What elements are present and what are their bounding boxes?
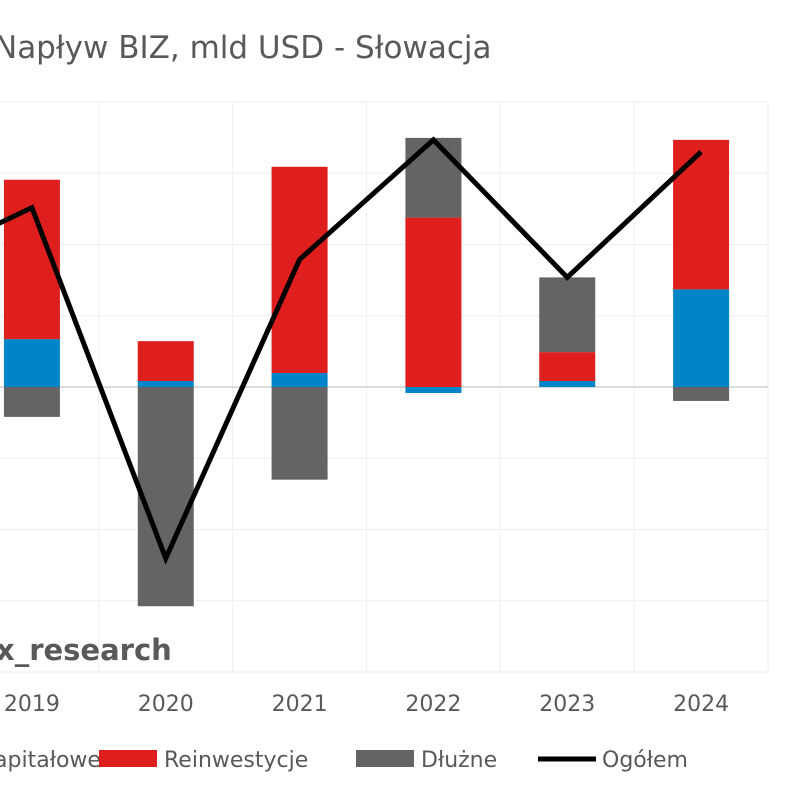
bar-reinwestycje-2024 xyxy=(673,139,730,290)
x-tick-2022: 2022 xyxy=(405,692,461,717)
bar-dłużne-2024 xyxy=(673,387,730,401)
chart-title: Napływ BIZ, mld USD - Słowacja xyxy=(0,30,492,66)
legend-swatch-reinwestycje xyxy=(99,750,157,767)
bar-group xyxy=(3,137,730,607)
x-tick-2020: 2020 xyxy=(138,692,194,717)
legend-label-kapitałowe: Kapitałowe xyxy=(0,748,101,773)
bar-dłużne-2019 xyxy=(3,387,60,417)
watermark: x_research xyxy=(0,633,172,667)
legend-label-dłużne: Dłużne xyxy=(421,748,497,773)
legend: Kapitałowe Reinwestycje Dłużne Ogółem xyxy=(0,748,688,773)
x-tick-2021: 2021 xyxy=(272,692,328,717)
bar-kapitałowe-2022 xyxy=(405,387,462,393)
bar-kapitałowe-2019 xyxy=(3,339,60,387)
x-tick-2019: 2019 xyxy=(4,692,60,717)
bar-dłużne-2021 xyxy=(271,387,328,480)
legend-label-reinwestycje: Reinwestycje xyxy=(164,748,308,773)
x-tick-2024: 2024 xyxy=(673,692,729,717)
legend-swatch-dłużne xyxy=(356,750,414,767)
bar-kapitałowe-2021 xyxy=(271,373,328,387)
x-tick-labels: 2019 2020 2021 2022 2023 2024 xyxy=(4,692,729,717)
legend-label-ogółem: Ogółem xyxy=(602,748,688,773)
bar-dłużne-2022 xyxy=(405,137,462,218)
bar-reinwestycje-2022 xyxy=(405,217,462,387)
bar-reinwestycje-2021 xyxy=(271,166,328,374)
line-series-ogolem xyxy=(0,136,703,565)
bar-reinwestycje-2020 xyxy=(137,341,194,382)
bar-reinwestycje-2023 xyxy=(539,352,596,382)
bar-dłużne-2020 xyxy=(137,387,194,607)
bar-kapitałowe-2023 xyxy=(539,381,596,387)
x-tick-2023: 2023 xyxy=(539,692,595,717)
bar-kapitałowe-2020 xyxy=(137,381,194,387)
bar-kapitałowe-2024 xyxy=(673,289,730,387)
bar-dłużne-2023 xyxy=(539,277,596,353)
